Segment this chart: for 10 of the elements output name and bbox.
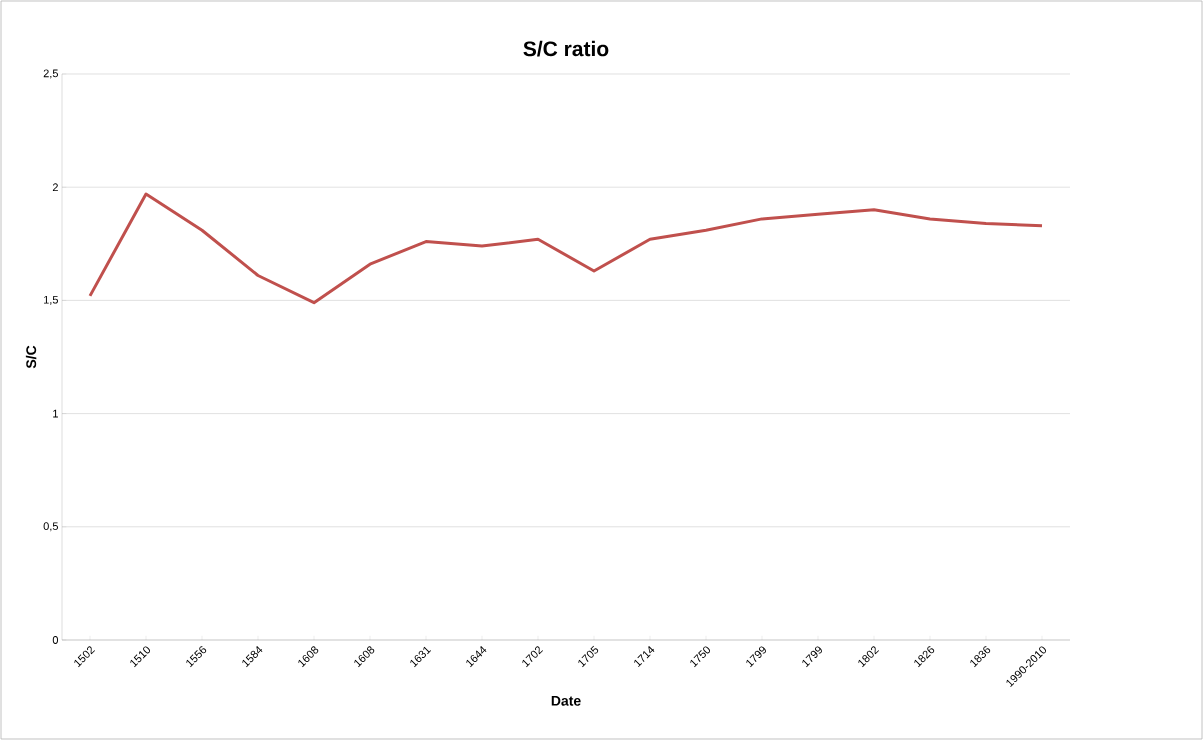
y-tick-label: 1	[53, 409, 58, 418]
y-tick-label: 0,5	[43, 522, 58, 532]
y-axis-title: S/C	[25, 345, 37, 369]
x-axis-title: Date	[551, 695, 581, 706]
y-tick-label: 1,5	[44, 295, 58, 305]
y-tick-label: 0	[52, 636, 59, 644]
y-tick-label: 2,5	[43, 69, 58, 79]
y-tick-label: 2	[52, 183, 58, 192]
chart-title: S/C ratio	[523, 40, 609, 57]
line-series	[88, 192, 1044, 305]
